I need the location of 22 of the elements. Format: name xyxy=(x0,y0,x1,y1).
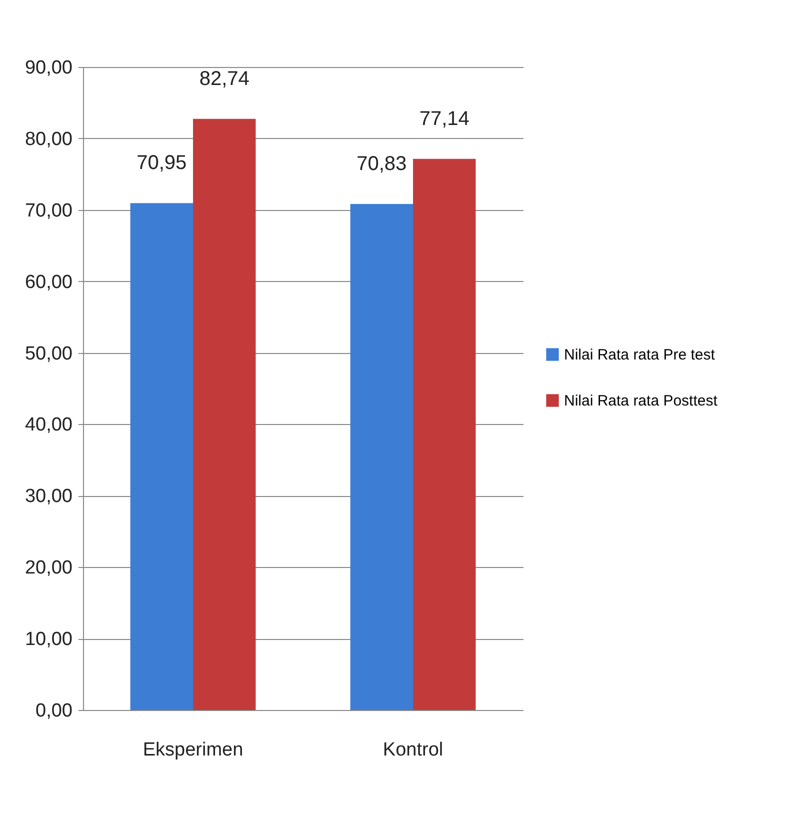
y-tick-label: 60,00 xyxy=(24,272,72,293)
y-tick-label: 30,00 xyxy=(24,486,72,508)
data-label: 82,74 xyxy=(199,68,250,90)
data-label: 77,14 xyxy=(419,108,470,130)
y-tick-label: 0,00 xyxy=(36,700,72,722)
legend-label: Nilai Rata rata Pre test xyxy=(564,346,716,364)
y-tick-label: 10,00 xyxy=(24,629,72,650)
y-tick-label: 40,00 xyxy=(24,414,72,436)
bar xyxy=(350,204,413,710)
bar xyxy=(130,203,193,710)
y-tick-label: 70,00 xyxy=(24,200,72,222)
y-tick-label: 20,00 xyxy=(24,558,72,579)
x-tick-label: Kontrol xyxy=(382,740,444,760)
data-label: 70,83 xyxy=(356,152,407,175)
bar xyxy=(413,158,476,710)
data-label: 70,95 xyxy=(136,152,187,174)
bar xyxy=(193,118,256,710)
y-tick-label: 80,00 xyxy=(24,128,72,150)
y-tick-label: 90,00 xyxy=(24,58,72,78)
y-tick-label: 50,00 xyxy=(24,343,72,364)
legend-label: Nilai Rata rata Posttest xyxy=(564,392,718,410)
x-tick-label: Eksperimen xyxy=(142,740,244,760)
